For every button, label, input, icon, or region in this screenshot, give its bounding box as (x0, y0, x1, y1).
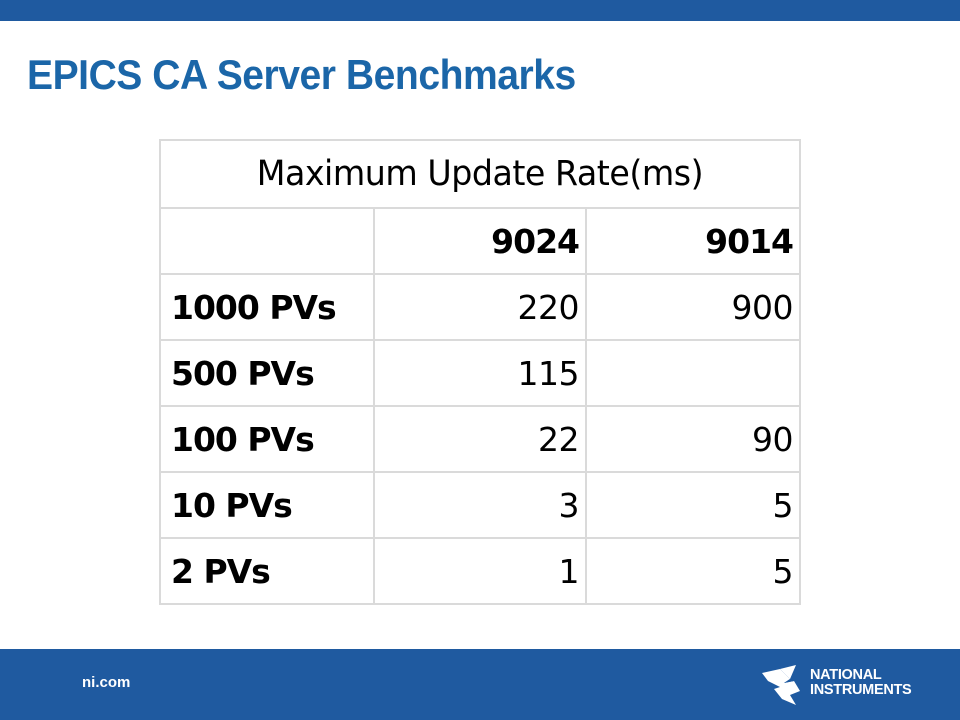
header-cell-empty (159, 207, 375, 275)
value-cell: 5 (585, 537, 801, 605)
value-cell: 1 (373, 537, 587, 605)
table-title-text: Maximum Update Rate(ms) (256, 154, 704, 194)
footer-url[interactable]: ni.com (82, 674, 131, 691)
top-bar (0, 0, 960, 21)
table-row: 2 PVs 1 5 (159, 537, 801, 605)
value-cell: 90 (585, 405, 801, 473)
row-label: 1000 PVs (159, 273, 375, 341)
benchmark-table-wrap: Maximum Update Rate(ms) 9024 9014 1000 P… (159, 139, 801, 605)
row-label: 100 PVs (159, 405, 375, 473)
value-cell: 900 (585, 273, 801, 341)
value-cell: 115 (373, 339, 587, 407)
header-cell-9024: 9024 (373, 207, 587, 275)
ni-eagle-icon (762, 665, 800, 705)
row-label: 500 PVs (159, 339, 375, 407)
ni-logo-line1: NATIONAL (810, 667, 882, 683)
footer-bar (0, 649, 960, 720)
value-cell: 3 (373, 471, 587, 539)
national-instruments-logo: NATIONAL INSTRUMENTS (760, 661, 940, 709)
value-cell: 220 (373, 273, 587, 341)
benchmark-table: Maximum Update Rate(ms) 9024 9014 1000 P… (159, 139, 801, 605)
table-row: 100 PVs 22 90 (159, 405, 801, 473)
table-row: 1000 PVs 220 900 (159, 273, 801, 341)
table-title-row: Maximum Update Rate(ms) (159, 139, 801, 209)
table-header-row: 9024 9014 (159, 207, 801, 275)
table-row: 10 PVs 3 5 (159, 471, 801, 539)
row-label: 2 PVs (159, 537, 375, 605)
row-label: 10 PVs (159, 471, 375, 539)
ni-logo-text: NATIONAL INSTRUMENTS (810, 667, 912, 698)
slide-title: EPICS CA Server Benchmarks (27, 51, 576, 98)
table-row: 500 PVs 115 (159, 339, 801, 407)
value-cell: 5 (585, 471, 801, 539)
value-cell: 22 (373, 405, 587, 473)
value-cell (585, 339, 801, 407)
ni-logo-line2: INSTRUMENTS (810, 682, 912, 698)
table-title: Maximum Update Rate(ms) (159, 139, 801, 209)
header-cell-9014: 9014 (585, 207, 801, 275)
